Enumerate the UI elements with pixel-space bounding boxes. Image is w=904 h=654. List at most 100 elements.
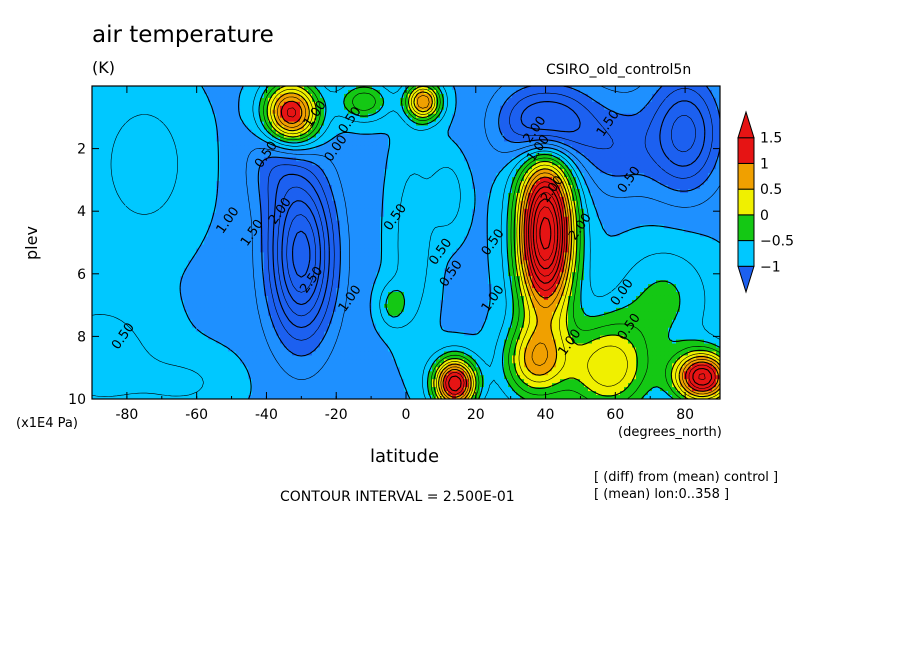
field-cell bbox=[492, 185, 497, 190]
field-cell bbox=[216, 89, 221, 95]
field-cell bbox=[192, 101, 197, 107]
field-cell bbox=[368, 145, 373, 150]
field-cell bbox=[204, 129, 209, 135]
field-cell bbox=[592, 105, 597, 111]
field-cell bbox=[660, 161, 665, 166]
field-cell bbox=[212, 117, 217, 123]
field-cell bbox=[340, 125, 345, 131]
field-cell bbox=[572, 86, 577, 91]
field-cell bbox=[108, 161, 113, 166]
field-cell bbox=[260, 173, 265, 178]
field-cell bbox=[292, 141, 297, 147]
field-cell bbox=[540, 125, 545, 131]
field-cell bbox=[112, 129, 117, 135]
field-cell bbox=[524, 129, 529, 135]
field-cell bbox=[360, 153, 365, 158]
field-cell bbox=[516, 89, 521, 95]
field-cell bbox=[368, 113, 373, 119]
field-cell bbox=[656, 181, 661, 186]
field-cell bbox=[420, 204, 425, 210]
field-cell bbox=[308, 196, 313, 202]
field-cell bbox=[612, 89, 617, 95]
field-cell bbox=[140, 125, 145, 131]
field-cell bbox=[596, 153, 601, 158]
field-cell bbox=[144, 173, 149, 178]
field-cell bbox=[368, 181, 373, 186]
field-cell bbox=[484, 129, 489, 135]
field-cell bbox=[160, 153, 165, 158]
field-cell bbox=[592, 89, 597, 95]
field-cell bbox=[264, 169, 269, 174]
field-cell bbox=[276, 196, 281, 202]
field-cell bbox=[620, 181, 625, 186]
field-cell bbox=[228, 189, 233, 194]
field-cell bbox=[140, 97, 145, 103]
field-cell bbox=[536, 165, 541, 170]
field-cell bbox=[372, 109, 377, 115]
field-cell bbox=[196, 129, 201, 135]
field-cell bbox=[404, 173, 409, 178]
field-cell bbox=[220, 117, 225, 123]
field-cell bbox=[688, 109, 693, 115]
field-cell bbox=[676, 169, 681, 174]
field-cell bbox=[120, 192, 125, 198]
field-cell bbox=[420, 145, 425, 150]
field-cell bbox=[628, 93, 633, 99]
field-cell bbox=[316, 153, 321, 158]
field-cell bbox=[300, 105, 305, 111]
field-cell bbox=[696, 137, 701, 143]
field-cell bbox=[304, 165, 309, 170]
field-cell bbox=[436, 133, 441, 139]
field-cell bbox=[700, 129, 705, 135]
field-cell bbox=[324, 192, 329, 198]
field-cell bbox=[428, 137, 433, 143]
field-cell bbox=[532, 177, 537, 182]
field-cell bbox=[580, 97, 585, 103]
field-cell bbox=[324, 153, 329, 158]
field-cell bbox=[276, 185, 281, 190]
field-cell bbox=[96, 169, 101, 174]
field-cell bbox=[476, 149, 481, 154]
field-cell bbox=[312, 105, 317, 111]
field-cell bbox=[716, 101, 720, 107]
field-cell bbox=[564, 117, 569, 123]
field-cell bbox=[380, 181, 385, 186]
field-cell bbox=[236, 208, 241, 214]
field-cell bbox=[136, 125, 141, 131]
field-cell bbox=[584, 149, 589, 154]
field-cell bbox=[568, 89, 573, 95]
field-cell bbox=[228, 181, 233, 186]
field-cell bbox=[648, 86, 653, 91]
field-cell bbox=[452, 145, 457, 150]
field-cell bbox=[460, 125, 465, 131]
field-cell bbox=[508, 145, 513, 150]
field-cell bbox=[300, 181, 305, 186]
field-cell bbox=[348, 149, 353, 154]
field-cell bbox=[248, 149, 253, 154]
field-cell bbox=[544, 181, 549, 186]
field-cell bbox=[524, 109, 529, 115]
field-cell bbox=[136, 189, 141, 194]
field-cell bbox=[372, 189, 377, 194]
field-cell bbox=[540, 204, 545, 210]
field-cell bbox=[332, 153, 337, 158]
field-cell bbox=[708, 153, 713, 158]
field-cell bbox=[468, 137, 473, 143]
field-cell bbox=[236, 109, 241, 115]
field-cell bbox=[260, 149, 265, 154]
field-cell bbox=[680, 192, 685, 198]
field-cell bbox=[128, 149, 133, 154]
field-cell bbox=[220, 145, 225, 150]
field-cell bbox=[540, 157, 545, 162]
field-cell bbox=[132, 101, 137, 107]
field-cell bbox=[236, 133, 241, 139]
field-cell bbox=[388, 129, 393, 135]
field-cell bbox=[260, 189, 265, 194]
field-cell bbox=[180, 196, 185, 202]
field-cell bbox=[676, 177, 681, 182]
field-cell bbox=[188, 192, 193, 198]
field-cell bbox=[556, 117, 561, 123]
field-cell bbox=[668, 169, 673, 174]
field-cell bbox=[400, 149, 405, 154]
field-cell bbox=[672, 153, 677, 158]
